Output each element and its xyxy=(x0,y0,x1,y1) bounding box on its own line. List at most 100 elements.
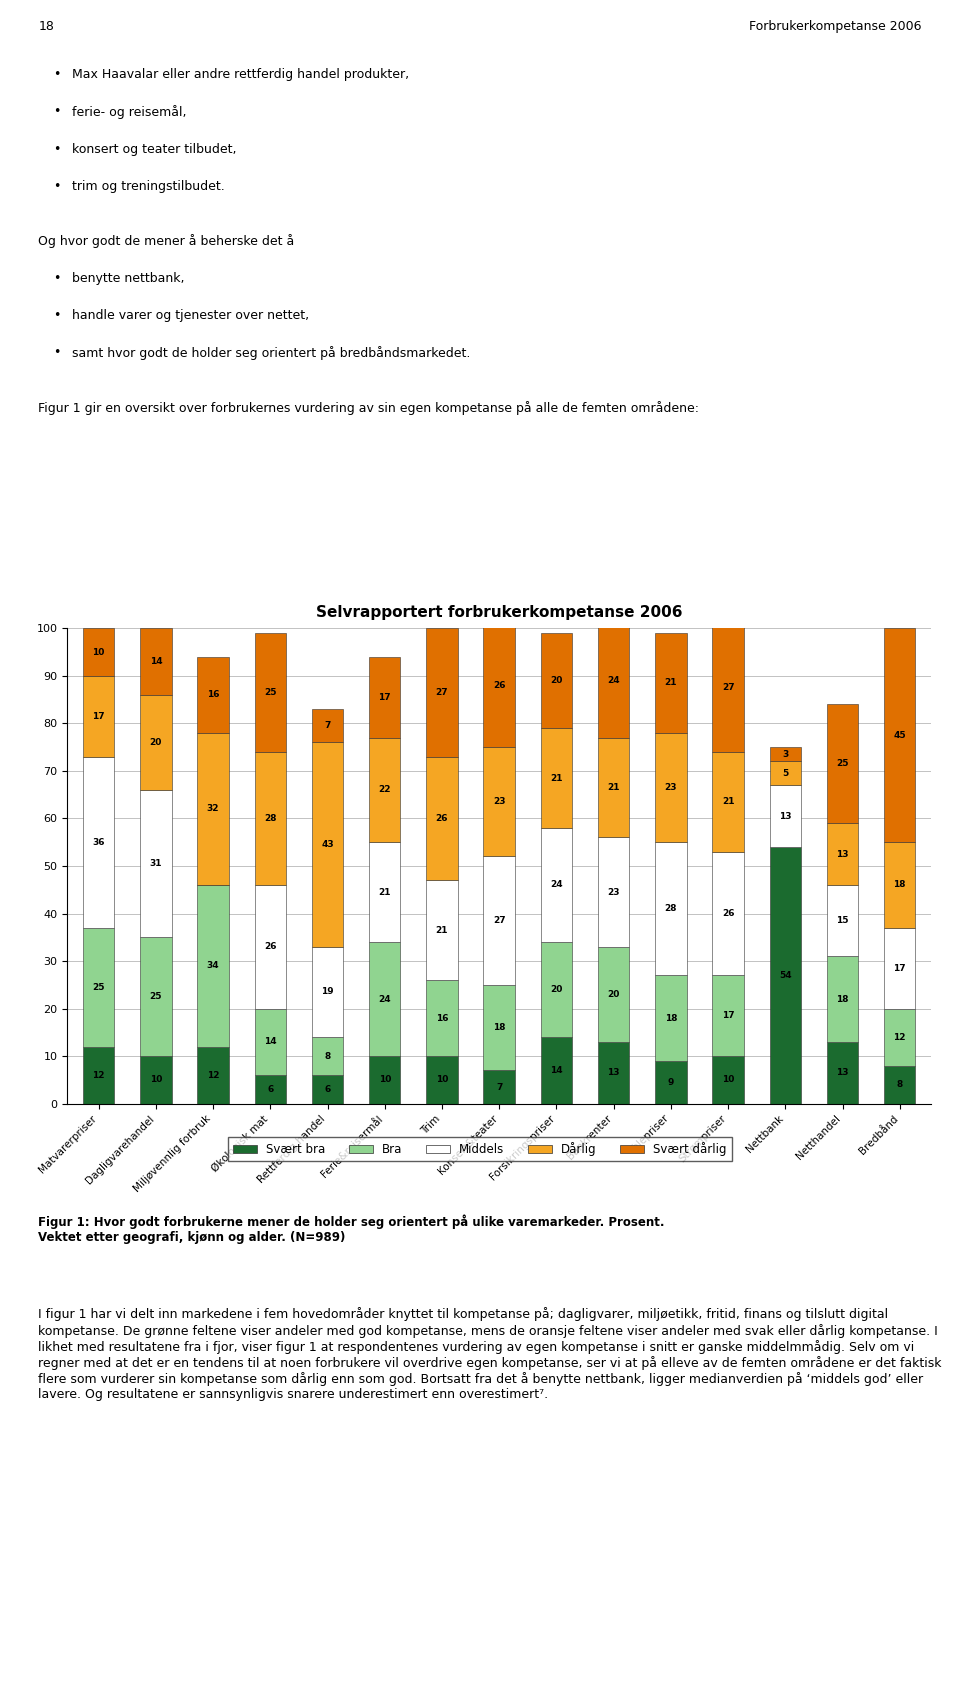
Text: 21: 21 xyxy=(722,798,734,807)
Text: 26: 26 xyxy=(492,681,506,689)
Bar xyxy=(770,761,801,784)
Bar xyxy=(140,628,172,694)
Text: 27: 27 xyxy=(722,683,734,693)
Bar xyxy=(426,628,458,757)
Text: 54: 54 xyxy=(779,971,792,980)
Text: 8: 8 xyxy=(897,1080,902,1088)
Text: ferie- og reisemål,: ferie- og reisemål, xyxy=(72,105,186,119)
Bar xyxy=(484,856,515,985)
Text: 10: 10 xyxy=(150,1075,162,1085)
Bar xyxy=(83,628,114,676)
Text: 20: 20 xyxy=(150,739,162,747)
Text: 13: 13 xyxy=(780,812,792,820)
Text: 18: 18 xyxy=(38,20,55,34)
Text: 8: 8 xyxy=(324,1051,330,1061)
Text: 13: 13 xyxy=(608,1068,620,1077)
Bar xyxy=(655,734,686,842)
Bar xyxy=(484,623,515,747)
Text: 24: 24 xyxy=(608,676,620,684)
Bar xyxy=(598,1043,630,1104)
Bar xyxy=(884,628,916,842)
Text: 10: 10 xyxy=(436,1075,448,1085)
Text: 31: 31 xyxy=(150,859,162,868)
Bar xyxy=(140,694,172,790)
Bar xyxy=(884,842,916,927)
Bar xyxy=(369,842,400,942)
Bar xyxy=(712,975,744,1056)
Legend: Svært bra, Bra, Middels, Dårlig, Svært dårlig: Svært bra, Bra, Middels, Dårlig, Svært d… xyxy=(228,1138,732,1161)
Bar xyxy=(484,1070,515,1104)
Bar xyxy=(198,657,228,734)
Text: 7: 7 xyxy=(496,1083,502,1092)
Bar xyxy=(655,1061,686,1104)
Text: benytte nettbank,: benytte nettbank, xyxy=(72,272,184,285)
Text: handle varer og tjenester over nettet,: handle varer og tjenester over nettet, xyxy=(72,309,309,323)
Text: 10: 10 xyxy=(378,1075,391,1085)
Bar xyxy=(140,937,172,1056)
Bar xyxy=(712,623,744,752)
Bar xyxy=(312,1037,344,1075)
Text: 20: 20 xyxy=(550,676,563,684)
Bar xyxy=(426,757,458,880)
Bar xyxy=(484,985,515,1070)
Bar xyxy=(369,1056,400,1104)
Text: 17: 17 xyxy=(894,964,906,973)
Text: •: • xyxy=(53,68,60,82)
Text: Figur 1: Hvor godt forbrukerne mener de holder seg orientert på ulike varemarked: Figur 1: Hvor godt forbrukerne mener de … xyxy=(38,1214,665,1243)
Text: Figur 1 gir en oversikt over forbrukernes vurdering av sin egen kompetanse på al: Figur 1 gir en oversikt over forbrukerne… xyxy=(38,401,700,414)
Text: 17: 17 xyxy=(378,693,391,701)
Bar xyxy=(312,710,344,742)
Text: •: • xyxy=(53,180,60,194)
Text: 13: 13 xyxy=(836,849,849,859)
Bar xyxy=(140,790,172,937)
Text: Og hvor godt de mener å beherske det å: Og hvor godt de mener å beherske det å xyxy=(38,234,295,248)
Text: 28: 28 xyxy=(264,813,276,824)
Text: 21: 21 xyxy=(378,888,391,897)
Bar xyxy=(884,1066,916,1104)
Text: 14: 14 xyxy=(550,1066,563,1075)
Text: 18: 18 xyxy=(894,881,906,890)
Text: 20: 20 xyxy=(608,990,620,998)
Text: 21: 21 xyxy=(436,925,448,934)
Text: konsert og teater tilbudet,: konsert og teater tilbudet, xyxy=(72,143,236,156)
Bar xyxy=(712,1056,744,1104)
Bar xyxy=(827,885,858,956)
Text: Max Haavalar eller andre rettferdig handel produkter,: Max Haavalar eller andre rettferdig hand… xyxy=(72,68,409,82)
Text: 21: 21 xyxy=(550,774,563,783)
Text: 18: 18 xyxy=(664,1014,677,1022)
Text: 3: 3 xyxy=(782,751,788,759)
Bar xyxy=(83,927,114,1046)
Text: 24: 24 xyxy=(378,995,391,1004)
Text: 25: 25 xyxy=(92,983,105,992)
Bar xyxy=(540,728,572,829)
Bar xyxy=(369,657,400,737)
Bar xyxy=(254,633,286,752)
Text: 24: 24 xyxy=(550,881,563,890)
Bar xyxy=(198,734,228,885)
Bar xyxy=(770,747,801,761)
Text: samt hvor godt de holder seg orientert på bredbåndsmarkedet.: samt hvor godt de holder seg orientert p… xyxy=(72,346,470,360)
Text: •: • xyxy=(53,105,60,119)
Text: 26: 26 xyxy=(436,813,448,824)
Text: 12: 12 xyxy=(92,1071,105,1080)
Bar xyxy=(312,947,344,1037)
Text: 34: 34 xyxy=(206,961,220,970)
Text: 25: 25 xyxy=(150,992,162,1002)
Text: •: • xyxy=(53,346,60,360)
Bar xyxy=(598,837,630,947)
Text: 43: 43 xyxy=(322,841,334,849)
Bar xyxy=(884,1009,916,1066)
Bar xyxy=(254,752,286,885)
Text: 25: 25 xyxy=(836,759,849,767)
Bar xyxy=(598,947,630,1043)
Text: 7: 7 xyxy=(324,722,331,730)
Bar xyxy=(140,1056,172,1104)
Text: 9: 9 xyxy=(667,1078,674,1087)
Bar xyxy=(484,747,515,856)
Bar xyxy=(312,1075,344,1104)
Bar xyxy=(598,623,630,737)
Bar xyxy=(827,824,858,885)
Text: 27: 27 xyxy=(492,917,506,925)
Text: 12: 12 xyxy=(894,1032,906,1041)
Bar xyxy=(254,1009,286,1075)
